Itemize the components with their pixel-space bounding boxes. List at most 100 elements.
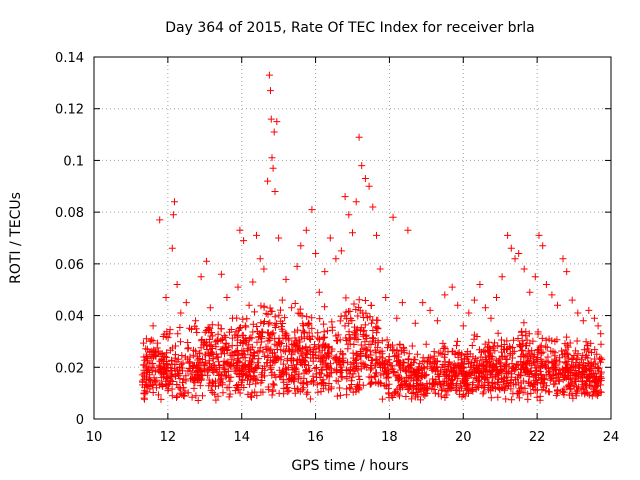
dense-data-point [303, 313, 311, 321]
dense-data-point [205, 365, 213, 373]
dense-data-point [495, 368, 503, 376]
dense-data-point [163, 361, 171, 369]
dense-data-point [166, 379, 174, 387]
dense-data-point [246, 380, 254, 388]
dense-data-point [263, 359, 271, 367]
data-point [337, 247, 345, 255]
dense-data-point [573, 387, 581, 395]
dense-data-point [217, 325, 225, 333]
dense-data-point [285, 336, 293, 344]
dense-data-point [422, 370, 430, 378]
x-tick-label: 14 [233, 430, 250, 445]
data-point [579, 317, 587, 325]
dense-data-point [228, 342, 236, 350]
dense-data-point [275, 311, 283, 319]
dense-data-point [190, 376, 198, 384]
data-point [481, 304, 489, 312]
dense-data-point [520, 319, 528, 327]
data-point [515, 250, 523, 257]
dense-data-point [345, 331, 353, 339]
dense-data-point [387, 362, 395, 370]
data-point [278, 296, 286, 304]
dense-data-point [270, 381, 278, 389]
dense-data-point [223, 347, 231, 354]
dense-data-point [168, 357, 176, 365]
dense-data-point [246, 351, 254, 359]
dense-data-point [530, 351, 538, 359]
dense-data-point [540, 376, 548, 384]
dense-data-point [529, 382, 537, 390]
dense-data-point [297, 348, 305, 356]
dense-data-point [324, 362, 332, 370]
data-point [217, 270, 225, 278]
dense-data-point [249, 328, 257, 336]
dense-data-point [509, 390, 517, 398]
data-point [535, 231, 543, 239]
dense-data-point [591, 355, 599, 363]
dense-data-point [339, 350, 347, 358]
dense-data-point [176, 385, 184, 393]
dense-data-point [257, 319, 265, 327]
data-point [245, 301, 253, 309]
dense-data-point [385, 353, 393, 361]
dense-data-point [308, 314, 316, 322]
dense-data-point [518, 331, 526, 339]
dense-data-point [555, 377, 563, 385]
dense-data-point [277, 306, 284, 314]
dense-data-point [418, 372, 426, 379]
dense-data-point [585, 347, 593, 355]
dense-data-point [336, 357, 344, 365]
dense-data-point [141, 383, 149, 391]
dense-data-point [568, 356, 576, 363]
x-tick-label: 20 [455, 430, 472, 445]
dense-data-point [468, 342, 476, 349]
dense-data-point [426, 379, 434, 387]
data-point [465, 309, 473, 317]
dense-data-point [304, 321, 312, 329]
dense-data-point [232, 348, 240, 356]
dense-data-point [567, 369, 575, 377]
dense-data-point [445, 363, 452, 371]
dense-data-point [204, 371, 212, 379]
dense-data-point [361, 338, 369, 346]
dense-data-point [461, 370, 469, 378]
dense-data-point [581, 389, 589, 397]
dense-data-point [162, 377, 170, 385]
dense-data-point [491, 347, 499, 355]
data-point [203, 257, 211, 265]
dense-data-point [558, 347, 566, 355]
dense-data-point [574, 386, 582, 394]
dense-data-point [534, 328, 542, 336]
data-point [426, 306, 434, 314]
dense-data-point [563, 333, 571, 341]
dense-data-point [579, 368, 587, 376]
dense-data-point [272, 320, 280, 327]
data-point [273, 118, 281, 126]
data-point [168, 244, 176, 252]
dense-data-point [168, 385, 176, 393]
dense-data-point [215, 382, 223, 390]
dense-data-point [250, 368, 258, 376]
dense-data-point [441, 394, 449, 401]
dense-data-point [224, 358, 232, 366]
dense-data-point [573, 337, 581, 345]
dense-data-point [561, 353, 569, 361]
dense-data-point [316, 335, 324, 343]
dense-data-point [146, 385, 154, 393]
dense-data-point [267, 307, 275, 315]
dense-data-point [300, 322, 307, 330]
data-point [212, 343, 220, 351]
data-point [275, 234, 283, 242]
data-point [264, 177, 272, 185]
dense-data-point [155, 348, 163, 356]
dense-data-point [328, 326, 336, 334]
dense-data-point [277, 317, 285, 325]
dense-data-point [377, 360, 385, 368]
data-point [149, 322, 157, 330]
dense-data-point [201, 358, 209, 366]
dense-data-point [431, 389, 439, 397]
dense-data-point [353, 385, 361, 393]
dense-data-point [309, 351, 317, 358]
dense-data-point [238, 362, 246, 370]
dense-data-point [148, 381, 156, 389]
